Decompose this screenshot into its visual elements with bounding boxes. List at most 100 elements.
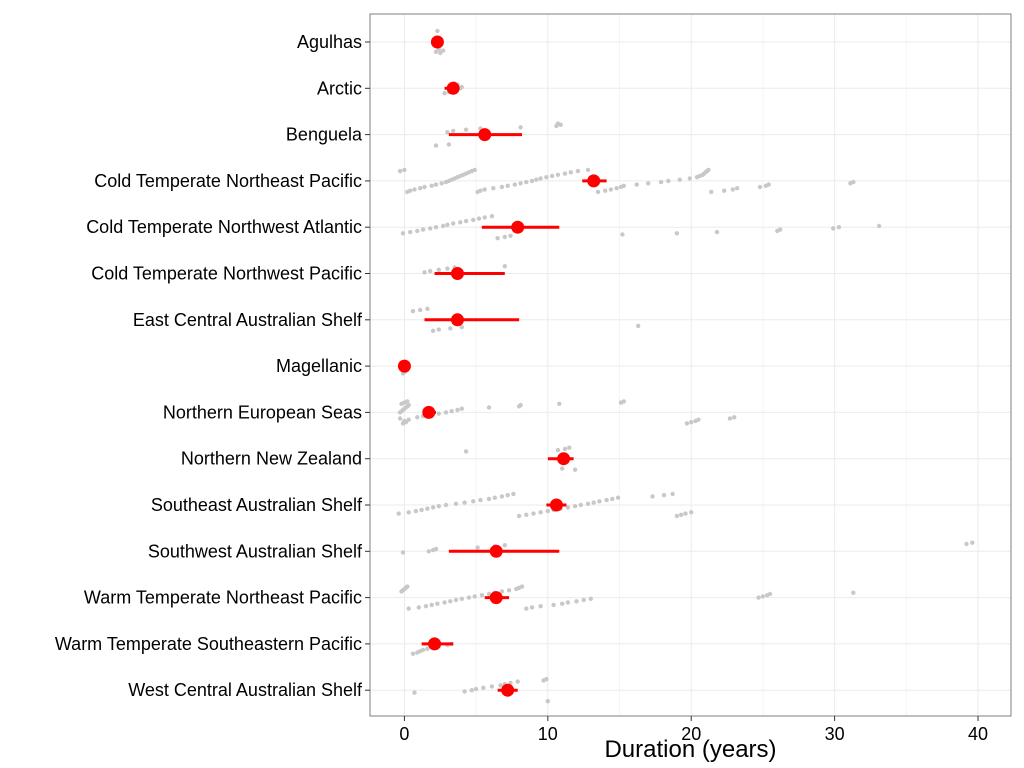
data-point <box>397 416 403 421</box>
data-point <box>727 416 733 421</box>
data-point <box>406 510 411 515</box>
data-point <box>502 264 507 269</box>
mean-point <box>511 220 525 234</box>
data-point <box>402 167 407 173</box>
data-point <box>440 48 446 53</box>
data-point <box>482 215 487 220</box>
data-point <box>674 231 680 236</box>
data-point <box>518 181 523 186</box>
data-point <box>529 178 535 184</box>
data-point <box>415 228 420 234</box>
data-point <box>557 401 562 406</box>
data-point <box>406 402 411 408</box>
data-point <box>534 177 539 182</box>
y-tick-label: Southwest Australian Shelf <box>148 541 363 561</box>
data-point <box>435 601 440 606</box>
data-point <box>436 411 441 416</box>
data-point <box>562 171 568 176</box>
data-point <box>502 543 507 548</box>
data-point <box>428 268 433 274</box>
data-point <box>581 597 586 603</box>
data-point <box>472 167 477 173</box>
data-point <box>614 186 619 191</box>
data-point <box>459 84 464 90</box>
data-point <box>440 223 446 229</box>
data-point <box>516 513 522 519</box>
data-point <box>426 549 431 554</box>
data-point <box>436 267 441 272</box>
data-point <box>443 410 449 415</box>
data-point <box>425 306 430 311</box>
data-point <box>595 189 601 195</box>
panel-border <box>369 13 1012 717</box>
data-point <box>531 511 536 516</box>
data-point <box>538 604 543 609</box>
data-point <box>397 168 403 174</box>
data-point <box>453 501 459 506</box>
data-point <box>451 128 456 134</box>
y-tick-label: Agulhas <box>297 32 362 52</box>
data-point <box>505 493 510 498</box>
x-tick-label: 20 <box>681 724 701 744</box>
data-point <box>445 130 450 135</box>
x-tick-label: 40 <box>968 724 988 744</box>
data-point <box>730 187 735 192</box>
data-point <box>505 183 510 188</box>
mean-point <box>446 81 460 95</box>
data-point <box>588 596 593 601</box>
mean-point <box>478 128 492 142</box>
mean-point <box>489 591 503 605</box>
data-point <box>420 227 426 232</box>
mean-point <box>450 313 464 327</box>
y-tick-label: Magellanic <box>276 356 362 376</box>
y-tick-label: Cold Temperate Northwest Atlantic <box>86 217 362 237</box>
mean-point <box>587 174 601 188</box>
data-point <box>836 225 842 230</box>
data-point <box>515 679 520 684</box>
data-point <box>565 600 571 605</box>
data-point <box>732 415 737 420</box>
data-point <box>436 327 441 332</box>
data-point <box>572 467 578 472</box>
data-point <box>498 683 503 688</box>
data-point <box>851 179 856 185</box>
data-point <box>433 182 439 187</box>
data-point <box>565 505 571 510</box>
data-point <box>560 466 565 471</box>
data-point <box>621 183 626 188</box>
data-point <box>435 28 440 34</box>
data-point <box>511 491 516 497</box>
data-point <box>459 324 464 330</box>
data-point <box>402 418 407 424</box>
data-point <box>689 420 694 425</box>
data-point <box>646 181 651 186</box>
data-point <box>585 167 591 173</box>
data-point <box>418 307 423 313</box>
data-point <box>415 415 420 420</box>
data-point <box>734 186 740 191</box>
data-point <box>451 221 456 226</box>
data-point <box>479 593 485 598</box>
data-point <box>512 182 517 187</box>
data-point <box>463 449 469 454</box>
data-point <box>674 513 680 519</box>
data-point <box>524 512 529 517</box>
data-point <box>418 186 423 191</box>
data-point <box>502 234 507 240</box>
mean-point <box>428 637 442 651</box>
data-point <box>696 417 701 422</box>
data-point <box>428 226 433 231</box>
data-point <box>683 511 688 516</box>
data-point <box>433 143 439 148</box>
data-point <box>420 647 426 653</box>
data-point <box>544 677 549 682</box>
data-point <box>459 596 464 601</box>
data-point <box>603 188 608 193</box>
x-tick-label: 0 <box>399 724 409 744</box>
data-point <box>876 223 882 229</box>
data-point <box>560 601 565 606</box>
data-point <box>495 236 500 241</box>
data-point <box>499 589 505 594</box>
data-point <box>423 604 429 609</box>
